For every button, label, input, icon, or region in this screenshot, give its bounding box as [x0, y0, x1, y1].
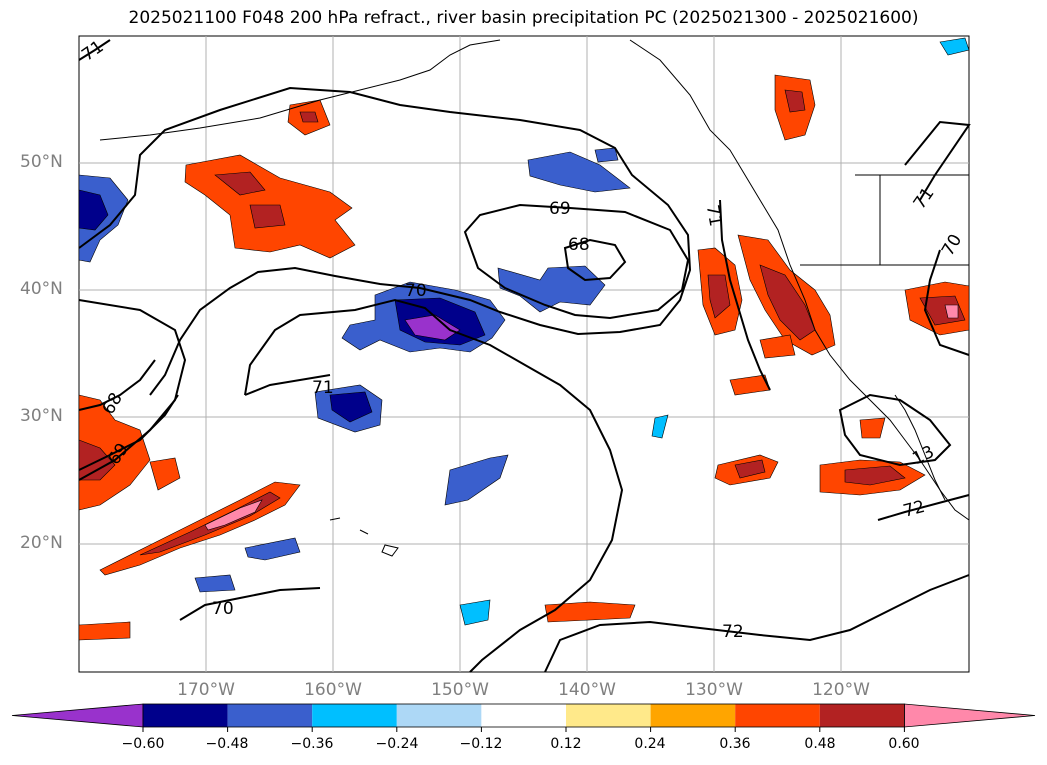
shade-blue-center — [497, 265, 606, 313]
colorbar-segment — [143, 704, 228, 727]
shade-red-east6 — [734, 459, 766, 479]
colorbar-segment — [227, 704, 313, 727]
shade-red-east3 — [784, 89, 806, 113]
shade-orange-east8 — [759, 334, 796, 359]
lat-label-30: 30°N — [20, 406, 63, 426]
colorbar-segment — [312, 704, 397, 727]
map-title: 2025021100 F048 200 hPa refract., river … — [128, 8, 919, 28]
shade-red-east5 — [844, 465, 906, 486]
coast-bc — [629, 39, 970, 521]
contour-70 — [244, 298, 624, 673]
contour-label: 71 — [702, 203, 725, 228]
contour-label: 70 — [405, 281, 427, 301]
shade-pink-east4 — [944, 304, 959, 319]
shade-blue-s4 — [459, 599, 491, 626]
shade-orange-east10 — [859, 417, 886, 439]
lon-label-160w: 160°W — [304, 680, 362, 700]
precip-shading — [78, 37, 970, 641]
shade-blue-nc — [527, 151, 631, 193]
shade-red-small — [299, 111, 319, 123]
colorbar-segments — [11, 703, 1036, 732]
contour-73 — [838, 393, 952, 467]
colorbar-segment — [481, 704, 566, 727]
contour-70-east — [923, 249, 970, 356]
contour-72-e — [877, 494, 970, 521]
contour-label: 69 — [549, 199, 571, 219]
colorbar-segment — [735, 704, 820, 727]
colorbar-tick: −0.60 — [121, 736, 165, 752]
colorbar-tick: −0.24 — [375, 736, 419, 752]
colorbar — [11, 703, 1036, 732]
colorbar-tick: 0.24 — [634, 736, 666, 752]
lon-label-130w: 130°W — [685, 680, 743, 700]
shade-orange-left2 — [149, 457, 181, 491]
contour-label: 70 — [212, 599, 234, 619]
shade-red-left — [78, 439, 116, 481]
shade-blue-s3 — [194, 574, 236, 593]
contour-label: 68 — [568, 235, 590, 255]
contour-69-left — [78, 394, 179, 471]
colorbar-tick: 0.48 — [804, 736, 836, 752]
contour-label: 72 — [722, 622, 744, 642]
contour-label: 71 — [312, 378, 334, 398]
shade-red-nw — [214, 171, 266, 196]
contour-71-e — [904, 120, 971, 201]
shade-blue-s1 — [444, 454, 509, 506]
lat-label-50: 50°N — [20, 152, 63, 172]
shade-blue-s2 — [244, 537, 301, 561]
lat-label-20: 20°N — [20, 533, 63, 553]
colorbar-tick: −0.48 — [205, 736, 249, 752]
coast-alaska — [99, 39, 501, 141]
lat-label-40: 40°N — [20, 279, 63, 299]
contour-68 — [563, 238, 627, 282]
colorbar-tick: 0.12 — [550, 736, 582, 752]
shade-orange-left3 — [78, 621, 131, 641]
lon-label-120w: 120°W — [812, 680, 870, 700]
lon-label-170w: 170°W — [177, 680, 235, 700]
shade-red-nw2 — [249, 204, 286, 229]
shade-red-east2 — [759, 264, 816, 341]
colorbar-segment — [650, 704, 736, 727]
contour-71-nw — [78, 39, 111, 61]
colorbar-extend-right — [904, 703, 1036, 728]
shade-pink-band — [204, 499, 263, 531]
contours — [78, 39, 971, 673]
shade-navy-left — [78, 189, 109, 231]
coast-baja — [894, 394, 946, 501]
contour-69 — [463, 203, 690, 320]
lon-label-140w: 140°W — [558, 680, 616, 700]
colorbar-tick: −0.36 — [290, 736, 334, 752]
contour-72 — [544, 574, 970, 673]
shade-purple-large — [404, 314, 461, 341]
contour-71-b — [78, 299, 187, 481]
colorbar-outline — [142, 703, 905, 728]
shade-blue-s5 — [651, 414, 669, 439]
colorbar-extend-left — [11, 703, 144, 728]
contour-68-left — [78, 359, 156, 411]
colorbar-segment — [396, 704, 482, 727]
shade-red-east1 — [707, 274, 731, 319]
colorbar-tick: −0.12 — [459, 736, 503, 752]
contour-71-c — [244, 374, 331, 396]
colorbar-segment — [819, 704, 905, 727]
shade-navy-mid — [329, 391, 373, 423]
lon-label-150w: 150°W — [431, 680, 489, 700]
contour-70-s — [179, 587, 321, 621]
shade-blue-nc2 — [594, 147, 619, 163]
colorbar-tick: 0.60 — [888, 736, 920, 752]
hawaii — [329, 517, 399, 557]
contour-71-a — [78, 86, 692, 396]
coastlines — [99, 39, 970, 557]
shade-blue-ne — [939, 37, 970, 56]
colorbar-tick: 0.36 — [719, 736, 751, 752]
contour-71-d — [719, 199, 771, 391]
colorbar-segment — [566, 704, 651, 727]
map-panel: 71 69 68 70 71 71 71 70 68 69 13 72 72 7… — [78, 35, 971, 673]
shade-orange-east7 — [544, 601, 636, 623]
